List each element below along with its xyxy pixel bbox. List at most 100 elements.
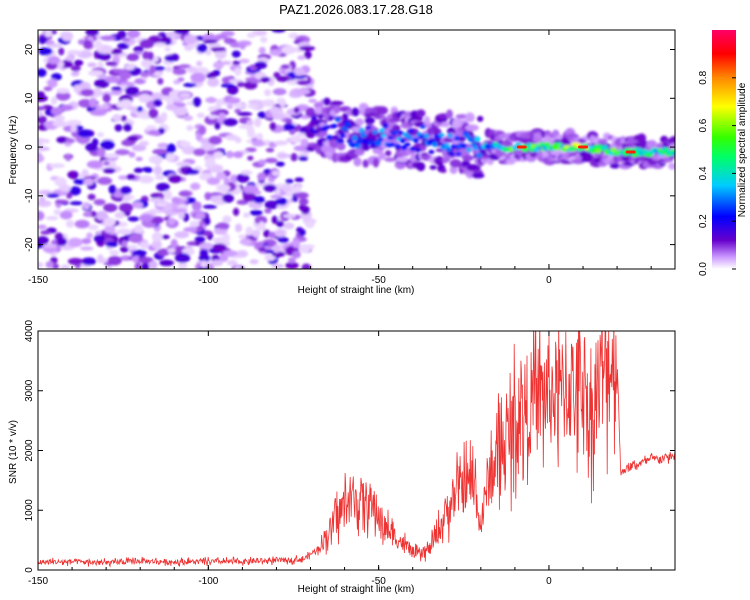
noise-blob: [290, 152, 298, 162]
noise-blob: [299, 45, 316, 51]
noise-blob: [53, 115, 66, 121]
noise-blob: [294, 88, 311, 95]
noise-blob: [258, 247, 267, 252]
signal-core: [339, 133, 346, 139]
noise-blob: [264, 208, 272, 214]
noise-blob: [216, 171, 226, 180]
noise-blob: [81, 169, 89, 177]
signal-halo: [362, 159, 369, 168]
noise-blob: [126, 245, 139, 250]
signal-peak: [578, 145, 589, 149]
noise-blob: [185, 169, 200, 175]
noise-blob: [77, 39, 85, 45]
noise-blob: [206, 72, 217, 79]
noise-blob: [97, 176, 113, 185]
noise-blob: [140, 71, 150, 78]
noise-blob: [236, 173, 250, 183]
signal-core: [438, 133, 445, 138]
spectrogram-frame: [37, 29, 676, 270]
signal-core: [460, 143, 467, 149]
signal-halo: [351, 107, 360, 117]
noise-blob: [157, 248, 170, 257]
signal-core: [610, 147, 617, 153]
signal-halo: [416, 109, 426, 118]
signal-halo: [646, 139, 657, 150]
signal-halo: [354, 148, 365, 156]
colorbar-label: Normalized spectral amplitude: [737, 82, 748, 217]
noise-blob: [198, 125, 207, 135]
noise-blob: [293, 145, 308, 152]
noise-blob: [296, 80, 311, 86]
noise-blob: [207, 77, 220, 88]
noise-blob: [97, 52, 112, 61]
noise-blob: [172, 208, 188, 213]
noise-blob: [234, 265, 242, 269]
noise-blob: [298, 155, 309, 162]
noise-blob: [249, 79, 262, 84]
noise-blob: [223, 177, 230, 185]
noise-blob: [78, 82, 89, 90]
noise-blob: [222, 118, 238, 127]
signal-core: [380, 133, 387, 138]
signal-halo: [416, 161, 426, 172]
noise-blob: [132, 249, 147, 257]
signal-halo: [385, 150, 392, 157]
noise-blob: [132, 201, 144, 209]
signal-halo: [372, 157, 380, 168]
noise-blob: [216, 222, 230, 230]
noise-blob: [256, 132, 264, 141]
noise-blob: [85, 142, 98, 152]
noise-blob: [281, 45, 296, 55]
noise-blob: [86, 160, 103, 169]
noise-blob: [88, 98, 98, 108]
noise-blob: [239, 238, 252, 246]
noise-blob: [148, 197, 164, 203]
noise-blob: [148, 108, 159, 119]
noise-blob: [249, 209, 263, 216]
noise-blob: [238, 234, 247, 239]
noise-blob: [204, 217, 211, 226]
signal-halo: [544, 132, 555, 137]
snr-xtick-label: 0: [546, 576, 552, 587]
signal-halo: [336, 142, 346, 151]
noise-blob: [271, 30, 286, 33]
signal-core: [341, 126, 348, 132]
signal-core: [351, 135, 358, 141]
noise-blob: [222, 233, 231, 242]
noise-blob: [236, 249, 249, 258]
noise-blob: [245, 147, 257, 153]
noise-blob: [280, 64, 290, 70]
noise-blob: [38, 47, 53, 56]
noise-blob: [179, 140, 191, 148]
noise-blob: [269, 49, 283, 56]
noise-blob: [59, 210, 73, 220]
noise-blob: [183, 115, 193, 121]
noise-blob: [275, 229, 286, 238]
noise-blob: [107, 255, 122, 266]
noise-blob: [275, 161, 285, 167]
colorbar-gradient: [712, 30, 736, 269]
noise-blob: [288, 32, 299, 39]
noise-blob: [177, 77, 185, 82]
signal-core: [445, 147, 452, 152]
signal-halo: [323, 97, 331, 106]
signal-core: [331, 123, 338, 129]
noise-blob: [44, 40, 55, 45]
noise-blob: [260, 76, 271, 83]
noise-blob: [59, 184, 71, 192]
noise-blob: [116, 228, 132, 235]
spectrogram-xtick-label: -150: [28, 275, 48, 286]
noise-blob: [229, 174, 239, 183]
noise-blob: [167, 217, 176, 226]
noise-blob: [46, 193, 60, 198]
noise-blob: [67, 170, 79, 179]
noise-blob: [65, 153, 72, 162]
noise-blob: [103, 161, 110, 166]
noise-blob: [282, 213, 297, 219]
signal-peak: [516, 145, 527, 149]
noise-blob: [263, 184, 277, 192]
noise-blob: [216, 184, 231, 192]
noise-blob: [38, 137, 46, 144]
signal-core: [377, 137, 384, 143]
